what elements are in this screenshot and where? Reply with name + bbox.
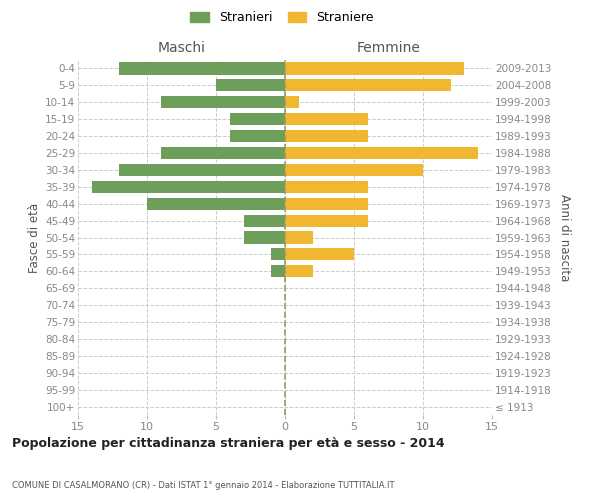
Text: Femmine: Femmine: [356, 41, 421, 55]
Bar: [285, 62, 464, 74]
Bar: [92, 180, 285, 193]
Bar: [161, 96, 285, 108]
Bar: [271, 265, 285, 278]
Bar: [285, 96, 299, 108]
Bar: [285, 265, 313, 278]
Bar: [285, 198, 368, 210]
Bar: [285, 164, 423, 176]
Bar: [147, 198, 285, 210]
Bar: [285, 80, 451, 92]
Bar: [230, 130, 285, 142]
Bar: [285, 232, 313, 243]
Bar: [285, 248, 354, 260]
Text: Maschi: Maschi: [158, 41, 206, 55]
Bar: [216, 80, 285, 92]
Legend: Stranieri, Straniere: Stranieri, Straniere: [190, 11, 374, 24]
Bar: [161, 147, 285, 159]
Y-axis label: Anni di nascita: Anni di nascita: [559, 194, 571, 281]
Text: Popolazione per cittadinanza straniera per età e sesso - 2014: Popolazione per cittadinanza straniera p…: [12, 437, 445, 450]
Bar: [244, 214, 285, 226]
Bar: [119, 164, 285, 176]
Bar: [285, 113, 368, 126]
Bar: [244, 232, 285, 243]
Bar: [271, 248, 285, 260]
Y-axis label: Fasce di età: Fasce di età: [28, 202, 41, 272]
Bar: [119, 62, 285, 74]
Bar: [285, 214, 368, 226]
Bar: [285, 147, 478, 159]
Bar: [285, 130, 368, 142]
Bar: [230, 113, 285, 126]
Text: COMUNE DI CASALMORANO (CR) - Dati ISTAT 1° gennaio 2014 - Elaborazione TUTTITALI: COMUNE DI CASALMORANO (CR) - Dati ISTAT …: [12, 481, 395, 490]
Bar: [285, 180, 368, 193]
